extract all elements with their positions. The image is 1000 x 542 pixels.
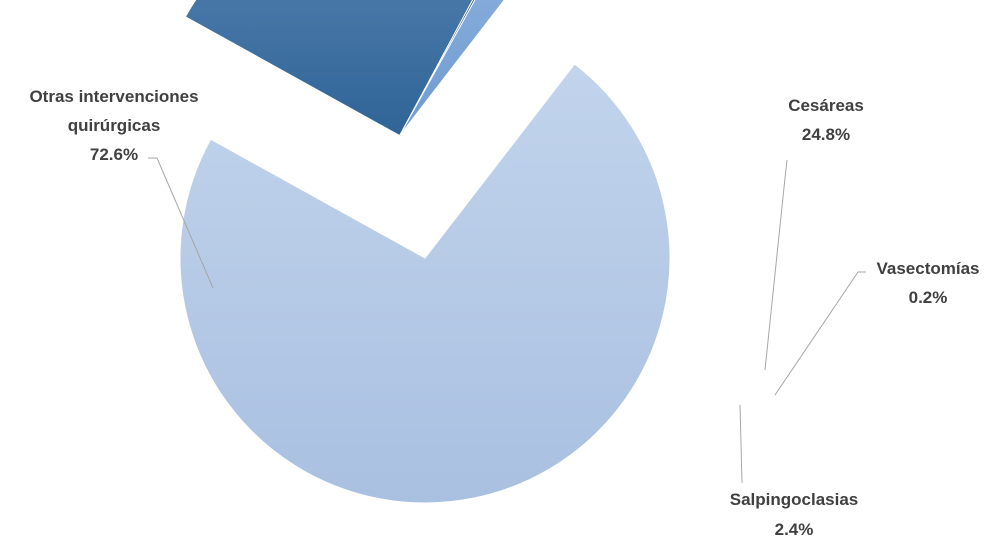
label-vasectomias-value: 0.2% <box>909 288 948 307</box>
pie-slice-otras-intervenciones-quirurgicas <box>179 63 671 504</box>
pie-slice-cesareas <box>184 0 474 137</box>
label-otras-value: 72.6% <box>90 145 138 164</box>
label-otras-name-line2: quirúrgicas <box>68 116 161 135</box>
label-salpingoclasias-name: Salpingoclasias <box>730 490 859 509</box>
leader-lines <box>148 157 866 484</box>
leader-line-otras <box>148 157 214 289</box>
label-cesareas-name: Cesáreas <box>788 96 864 115</box>
data-labels: Cesáreas 24.8% Vasectomías 0.2% Salpingo… <box>29 87 979 539</box>
leader-line-salpingoclasias <box>739 404 743 484</box>
label-salpingoclasias-value: 2.4% <box>775 520 814 539</box>
label-cesareas-value: 24.8% <box>802 125 850 144</box>
label-otras-name-line1: Otras intervenciones <box>29 87 198 106</box>
leader-line-vasectomias <box>774 271 866 396</box>
pie-slice-salpingoclasias <box>399 0 505 136</box>
label-vasectomias-name: Vasectomías <box>876 259 979 278</box>
leader-line-cesareas <box>764 159 788 371</box>
pie-slices <box>179 0 671 504</box>
